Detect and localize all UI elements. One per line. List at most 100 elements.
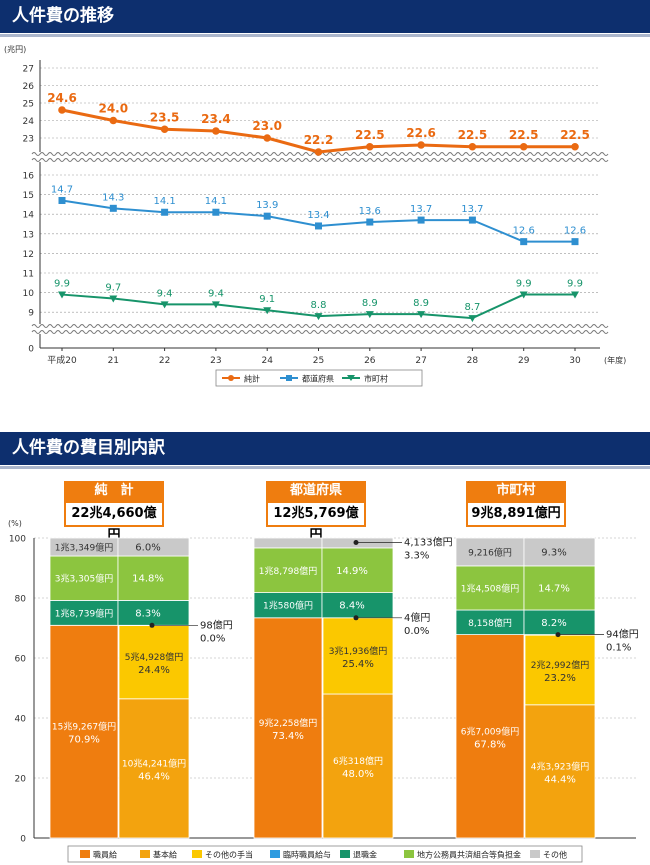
callout-amount: 4,133億円 — [404, 536, 453, 549]
data-point — [519, 291, 528, 299]
y-tick-label: 15 — [23, 191, 34, 201]
y-tick-label: 0 — [20, 835, 26, 845]
data-label: 8.9 — [362, 298, 378, 309]
y-tick-label: 10 — [23, 289, 35, 299]
segment-amount: 5兆4,928億円 — [125, 651, 184, 663]
y-tick-label: 20 — [15, 775, 27, 785]
y-tick-label: 100 — [9, 535, 26, 545]
y-tick-label: 11 — [23, 270, 34, 280]
legend-swatch — [192, 850, 202, 858]
bar-segment-ext — [117, 599, 190, 626]
data-label: 22.6 — [406, 126, 436, 140]
segment-amount: 9,216億円 — [468, 546, 512, 558]
y-tick-label: 13 — [23, 230, 34, 240]
series-0: 24.6 24.0 23.5 23.4 23.0 22.2 22.5 22.6 22.5 22.5… — [47, 91, 590, 156]
data-point — [58, 291, 66, 299]
axis-break-lower — [31, 324, 609, 334]
legend-label: 臨時職員給与 — [283, 850, 331, 860]
data-label: 14.1 — [205, 196, 227, 207]
legend-label: 退職金 — [353, 850, 377, 860]
segment-pct: 8.4% — [339, 601, 364, 612]
x-tick-label: 22 — [159, 356, 170, 366]
data-label: 22.5 — [560, 128, 590, 142]
data-point — [109, 204, 117, 212]
callout-pct: 0.0% — [200, 633, 225, 644]
data-point — [571, 142, 579, 151]
x-axis-unit: (年度) — [604, 355, 626, 365]
trend-section-title: 人件費の推移 — [0, 0, 650, 37]
segment-amount: 4兆3,923億円 — [531, 760, 590, 772]
data-point — [468, 315, 477, 323]
segment-pct: 14.9% — [336, 566, 368, 577]
segment-pct: 44.4% — [544, 774, 576, 785]
data-point — [571, 291, 579, 299]
x-tick-label: 21 — [108, 356, 119, 366]
x-tick-label: 平成20 — [47, 354, 77, 366]
trend-line-chart: (兆円) 23 24 25 26 27 0 9 10 11 12 13 14 15 16 平成20 21 22 23… — [4, 44, 626, 387]
x-tick-label: 25 — [313, 356, 324, 366]
bar-group-2: 6兆7,009億円 67.8% 8,158億円 8.2% 1兆4,508億円 14.7% 9… — [455, 537, 639, 839]
segment-amount: 2兆2,992億円 — [531, 659, 590, 671]
bar-segment-ext — [523, 537, 596, 567]
legend: 純計 都道府県 市町村 — [215, 369, 423, 387]
callout-pct: 3.3% — [404, 551, 429, 562]
y-tick-label: 40 — [15, 715, 27, 725]
segment-pct: 8.2% — [541, 618, 566, 629]
breakdown-stacked-bar-chart: (%) 0 20 40 60 80 100 15兆9,267億円 70.9% 1兆8,739億円 8… — [8, 519, 639, 863]
summary-total: 22兆4,660億円 — [64, 501, 164, 543]
summary-total: 12兆5,769億円 — [266, 501, 366, 543]
x-tick-label: 27 — [415, 356, 426, 366]
legend-marker — [347, 375, 355, 381]
summary-box-1: 都道府県 12兆5,769億円 — [266, 481, 366, 543]
data-label: 13.9 — [256, 200, 278, 211]
data-point — [211, 301, 220, 309]
bar-segment — [455, 565, 525, 611]
legend-label: 市町村 — [364, 374, 388, 384]
data-point — [58, 196, 66, 204]
x-tick-label: 26 — [364, 356, 376, 366]
data-point — [519, 142, 528, 151]
segment-pct: 14.8% — [132, 574, 164, 585]
bar-segment — [49, 599, 119, 626]
summary-header: 都道府県 — [266, 481, 366, 501]
legend-marker — [286, 375, 292, 381]
data-label: 22.5 — [509, 128, 539, 142]
data-label: 13.7 — [461, 204, 483, 215]
data-label: 9.1 — [259, 294, 275, 305]
bar-segment — [49, 624, 119, 839]
series-line — [61, 199, 575, 243]
data-point — [212, 127, 220, 135]
bar-segment-ext — [523, 609, 596, 636]
callout-amount: 98億円 — [200, 618, 233, 631]
bar-segment-ext — [321, 547, 394, 594]
data-label: 22.5 — [458, 128, 488, 142]
y-tick-label: 27 — [23, 65, 34, 75]
data-point — [314, 313, 323, 321]
segment-pct: 70.9% — [68, 735, 100, 746]
legend-label: 純計 — [244, 374, 260, 384]
legend-label: 基本給 — [153, 850, 177, 860]
callout-pct: 0.0% — [404, 626, 429, 637]
data-point — [212, 208, 220, 216]
data-point — [417, 141, 425, 149]
x-tick-label: 24 — [261, 356, 273, 366]
callout-pct: 0.1% — [606, 643, 631, 654]
y-axis-unit: (兆円) — [4, 44, 26, 54]
bar-segment — [118, 625, 190, 700]
data-point — [109, 295, 118, 303]
bar-segment — [524, 634, 596, 706]
legend-label: 地方公務員共済組合等負担金 — [417, 850, 521, 860]
y-tick-label: 26 — [23, 82, 35, 92]
segment-amount: 15兆9,267億円 — [52, 721, 116, 733]
segment-amount: 6兆7,009億円 — [461, 725, 520, 737]
data-label: 24.6 — [47, 91, 77, 105]
data-label: 22.2 — [304, 133, 334, 147]
x-tick-label: 28 — [467, 356, 479, 366]
data-label: 12.6 — [513, 226, 535, 237]
data-label: 13.7 — [410, 204, 432, 215]
bar-segment — [118, 698, 190, 839]
data-point — [160, 301, 169, 309]
x-tick-label: 23 — [210, 356, 221, 366]
summary-header: 純 計 — [64, 481, 164, 501]
bar-segment — [253, 617, 323, 839]
